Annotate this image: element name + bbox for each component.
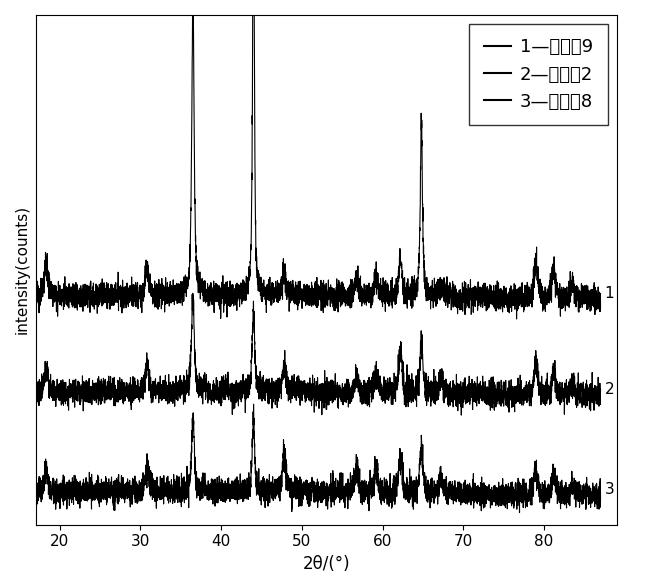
X-axis label: 2θ/(°): 2θ/(°) bbox=[302, 555, 350, 573]
Legend: 1—实施例9, 2—实施例2, 3—实施例8: 1—实施例9, 2—实施例2, 3—实施例8 bbox=[469, 24, 607, 125]
Text: 1: 1 bbox=[605, 286, 614, 300]
Text: 3: 3 bbox=[605, 482, 615, 497]
Text: 2: 2 bbox=[605, 382, 614, 397]
Y-axis label: intensity(counts): intensity(counts) bbox=[15, 205, 30, 335]
